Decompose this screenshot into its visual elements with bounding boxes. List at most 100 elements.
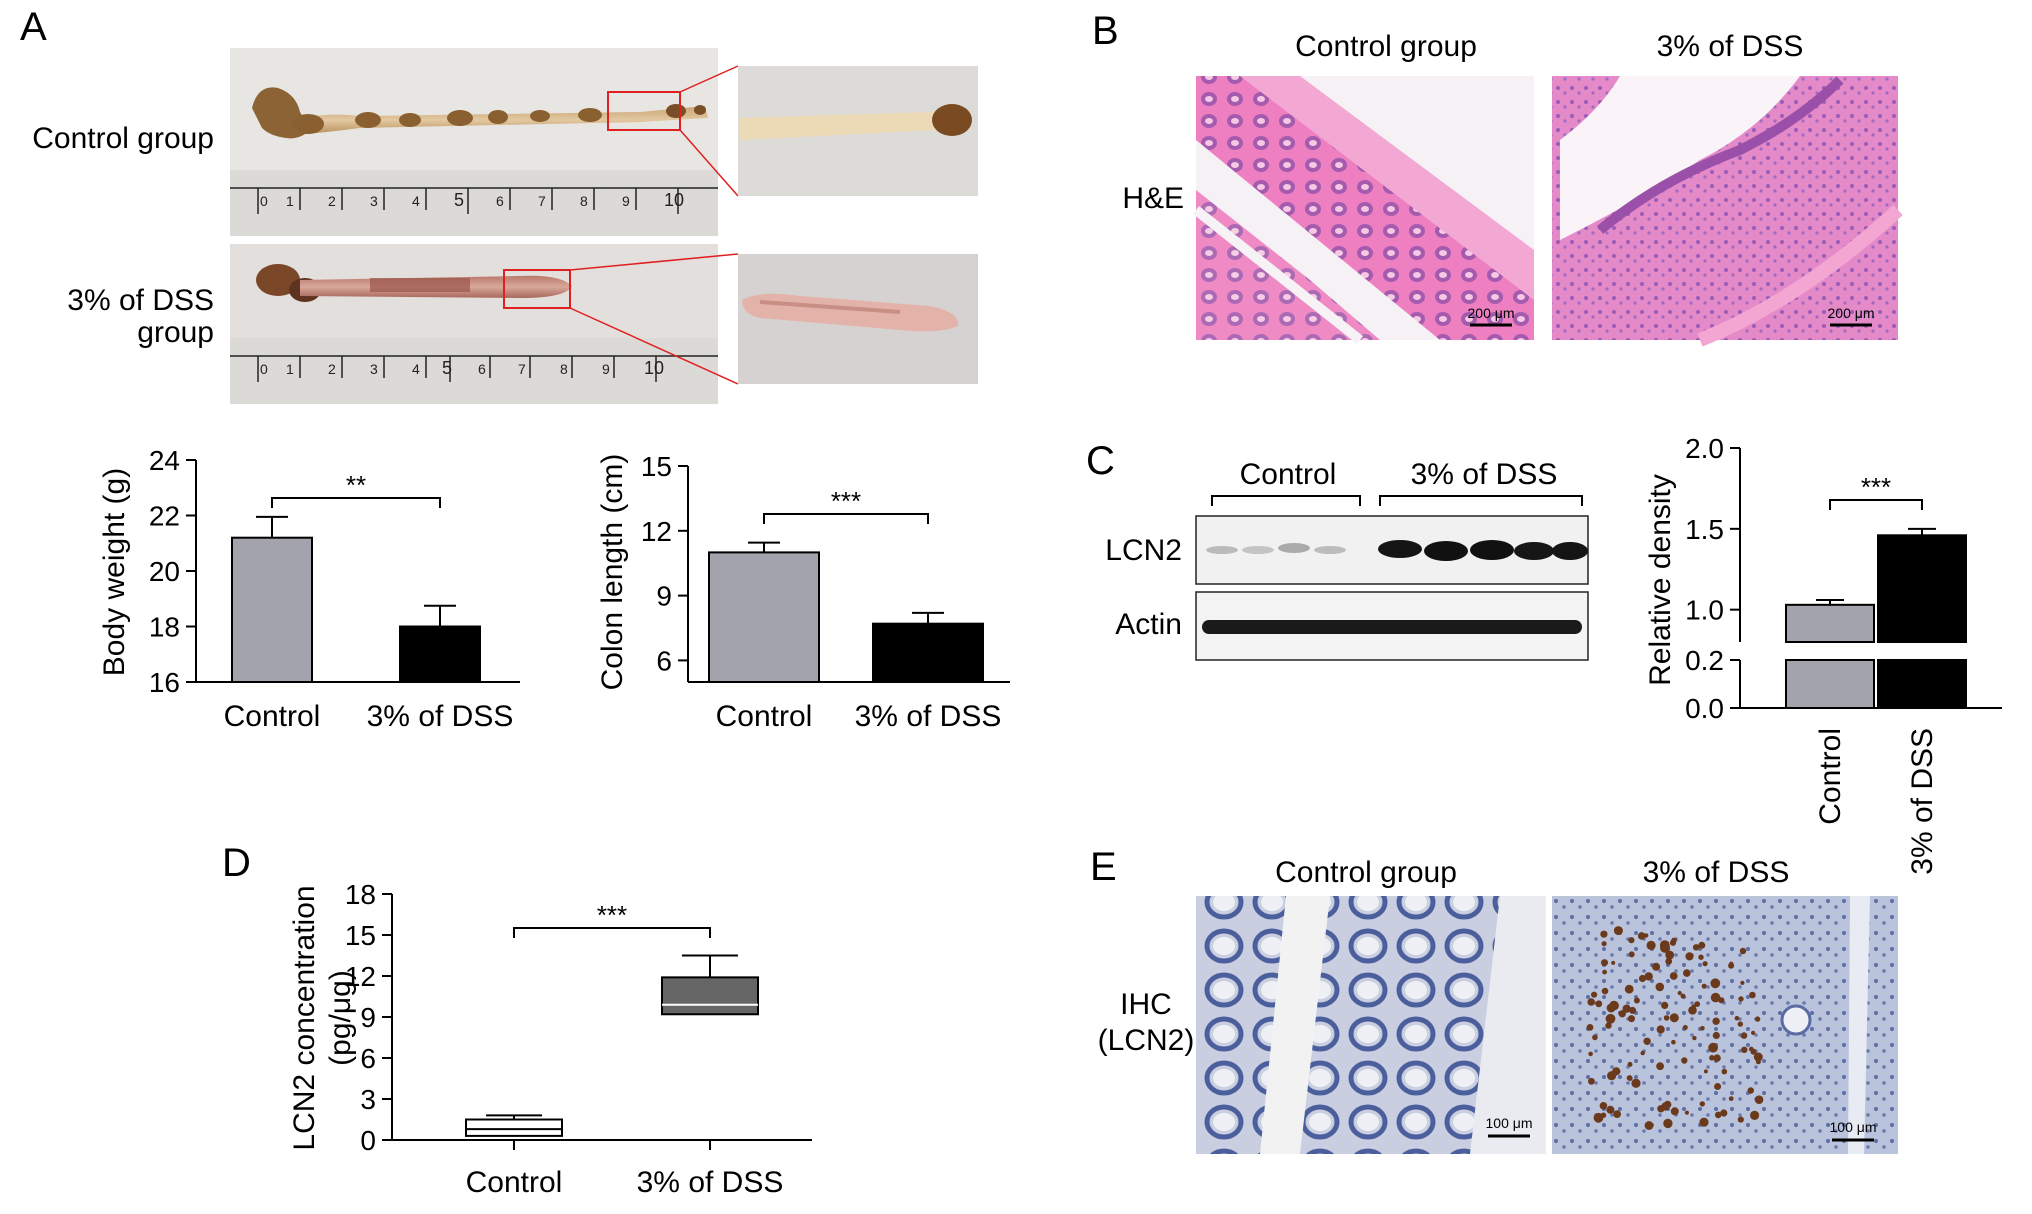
row-label-control-group: Control group	[32, 122, 214, 155]
stain-dot	[1734, 1015, 1740, 1021]
stain-dot	[1738, 996, 1744, 1002]
body-weight-axis: 16 18 20 22 24 Control 3% of DSS	[149, 445, 520, 733]
stain-dot	[1661, 1001, 1669, 1010]
x-tick-label: 3% of DSS	[637, 1166, 784, 1199]
y-tick-label: 12	[345, 961, 376, 992]
stain-dot	[1755, 1059, 1761, 1065]
lcn2-concentration-chart: 0 3 6 9 12 15 18 Control 3% of DSS *** LCN2 conc…	[288, 879, 812, 1199]
y-tick-label: 24	[149, 445, 180, 476]
stain-dot	[1595, 1000, 1603, 1008]
significance-bracket	[763, 513, 929, 524]
significance-stars: ***	[831, 486, 861, 516]
he-row-label: H&E	[1122, 182, 1184, 215]
colon-photo-control: 0 1 2 3 4 5 6 7 8 9 10	[230, 48, 718, 236]
y-tick-label: 15	[641, 451, 672, 482]
y-tick-label: 12	[641, 516, 672, 547]
stain-dot	[1602, 969, 1607, 975]
stain-dot	[1656, 1062, 1664, 1071]
stain-dot	[1669, 939, 1677, 946]
stain-dot	[1737, 1021, 1744, 1027]
row-label-dss-group: group	[137, 316, 214, 349]
ruler-label: 7	[518, 361, 526, 377]
stain-dot	[1588, 1077, 1595, 1085]
y-tick-label: 1.5	[1685, 514, 1724, 545]
stain-dot	[1680, 993, 1686, 999]
stain-dot	[1710, 992, 1721, 1003]
panel-letter-c: C	[1086, 439, 1115, 483]
stain-dot	[1601, 987, 1609, 995]
stain-dot	[1669, 1013, 1679, 1023]
panel-letter-a: A	[20, 5, 47, 49]
colon-zoom-dss	[738, 254, 978, 384]
stain-dot	[1712, 1017, 1720, 1025]
stain-dot	[1748, 1046, 1754, 1052]
y-tick-label: 15	[345, 920, 376, 951]
y-tick-label: 0.0	[1685, 693, 1724, 724]
bar-lower-segment	[1785, 659, 1875, 709]
ruler-label: 7	[538, 193, 546, 209]
stain-dot	[1753, 1052, 1763, 1062]
y-tick-label: 6	[360, 1043, 376, 1074]
colon-length-ylabel: Colon length (cm)	[596, 454, 629, 691]
stain-dot	[1682, 1025, 1688, 1030]
stain-dot	[1592, 1034, 1598, 1041]
blot-bracket-dss	[1379, 495, 1583, 506]
stain-dot	[1628, 951, 1635, 958]
relative-density-chart: 0.0 0.2 1.0 1.5 2.0 Control 3% of DSS *** Rela…	[1644, 433, 2002, 875]
stain-dot	[1699, 1101, 1706, 1107]
ihc-col-label-control: Control group	[1275, 856, 1457, 889]
y-tick-label: 16	[149, 667, 180, 698]
y-tick-label: 18	[345, 879, 376, 910]
stain-dot	[1657, 1105, 1665, 1113]
stain-dot	[1659, 940, 1670, 950]
ruler-label: 1	[286, 193, 294, 209]
he-image-dss: 200 μm	[1552, 76, 1903, 347]
blot-group-control: Control	[1240, 458, 1337, 491]
ihc-row-label-1: IHC	[1120, 988, 1172, 1021]
stain-dot	[1631, 1078, 1641, 1088]
x-tick-label: Control	[716, 700, 813, 733]
ruler-label: 9	[622, 193, 630, 209]
panel-letter-e: E	[1090, 845, 1117, 889]
ruler-label: 4	[412, 193, 420, 209]
stain-dot	[1663, 1015, 1670, 1021]
stain-dot	[1613, 926, 1623, 936]
stain-dot	[1712, 1031, 1720, 1040]
blot-label-lcn2: LCN2	[1105, 534, 1182, 567]
stain-dot	[1599, 1102, 1608, 1110]
stain-dot	[1754, 1016, 1761, 1022]
stain-dot	[1629, 1006, 1637, 1014]
colon-zoom-control	[738, 66, 978, 196]
stain-dot	[1600, 930, 1608, 938]
stain-dot	[1694, 1001, 1701, 1007]
stain-dot	[1702, 961, 1708, 967]
he-scalebar-control: 200 μm	[1468, 305, 1515, 321]
colon-length-bars: ***	[708, 486, 984, 684]
ihc-scalebar-dss: 100 μm	[1830, 1119, 1877, 1135]
y-tick-label: 22	[149, 501, 180, 532]
stain-dot	[1713, 1054, 1721, 1062]
stain-dot	[1739, 947, 1747, 955]
stain-dot	[1751, 1030, 1756, 1035]
stain-dot	[1644, 933, 1649, 938]
stain-dot	[1710, 978, 1721, 989]
x-tick-label: Control	[224, 700, 321, 733]
panel-letter-d: D	[222, 841, 251, 885]
stain-dot	[1652, 962, 1661, 971]
stain-dot	[1728, 962, 1735, 969]
ruler-label: 10	[664, 190, 684, 210]
stain-dot	[1633, 997, 1640, 1004]
panel-letter-b: B	[1092, 9, 1119, 53]
stain-dot	[1624, 984, 1634, 994]
ruler-label: 10	[644, 358, 664, 378]
ruler-label: 1	[286, 361, 294, 377]
stain-dot	[1644, 972, 1653, 981]
ihc-image-control: 100 μm	[1196, 896, 1546, 1154]
stain-dot	[1611, 960, 1616, 965]
ruler-label: 2	[328, 193, 336, 209]
y-tick-label: 6	[656, 645, 672, 676]
stain-dot	[1740, 1032, 1748, 1039]
stain-dot	[1609, 1000, 1619, 1011]
stain-dot	[1741, 1046, 1748, 1054]
